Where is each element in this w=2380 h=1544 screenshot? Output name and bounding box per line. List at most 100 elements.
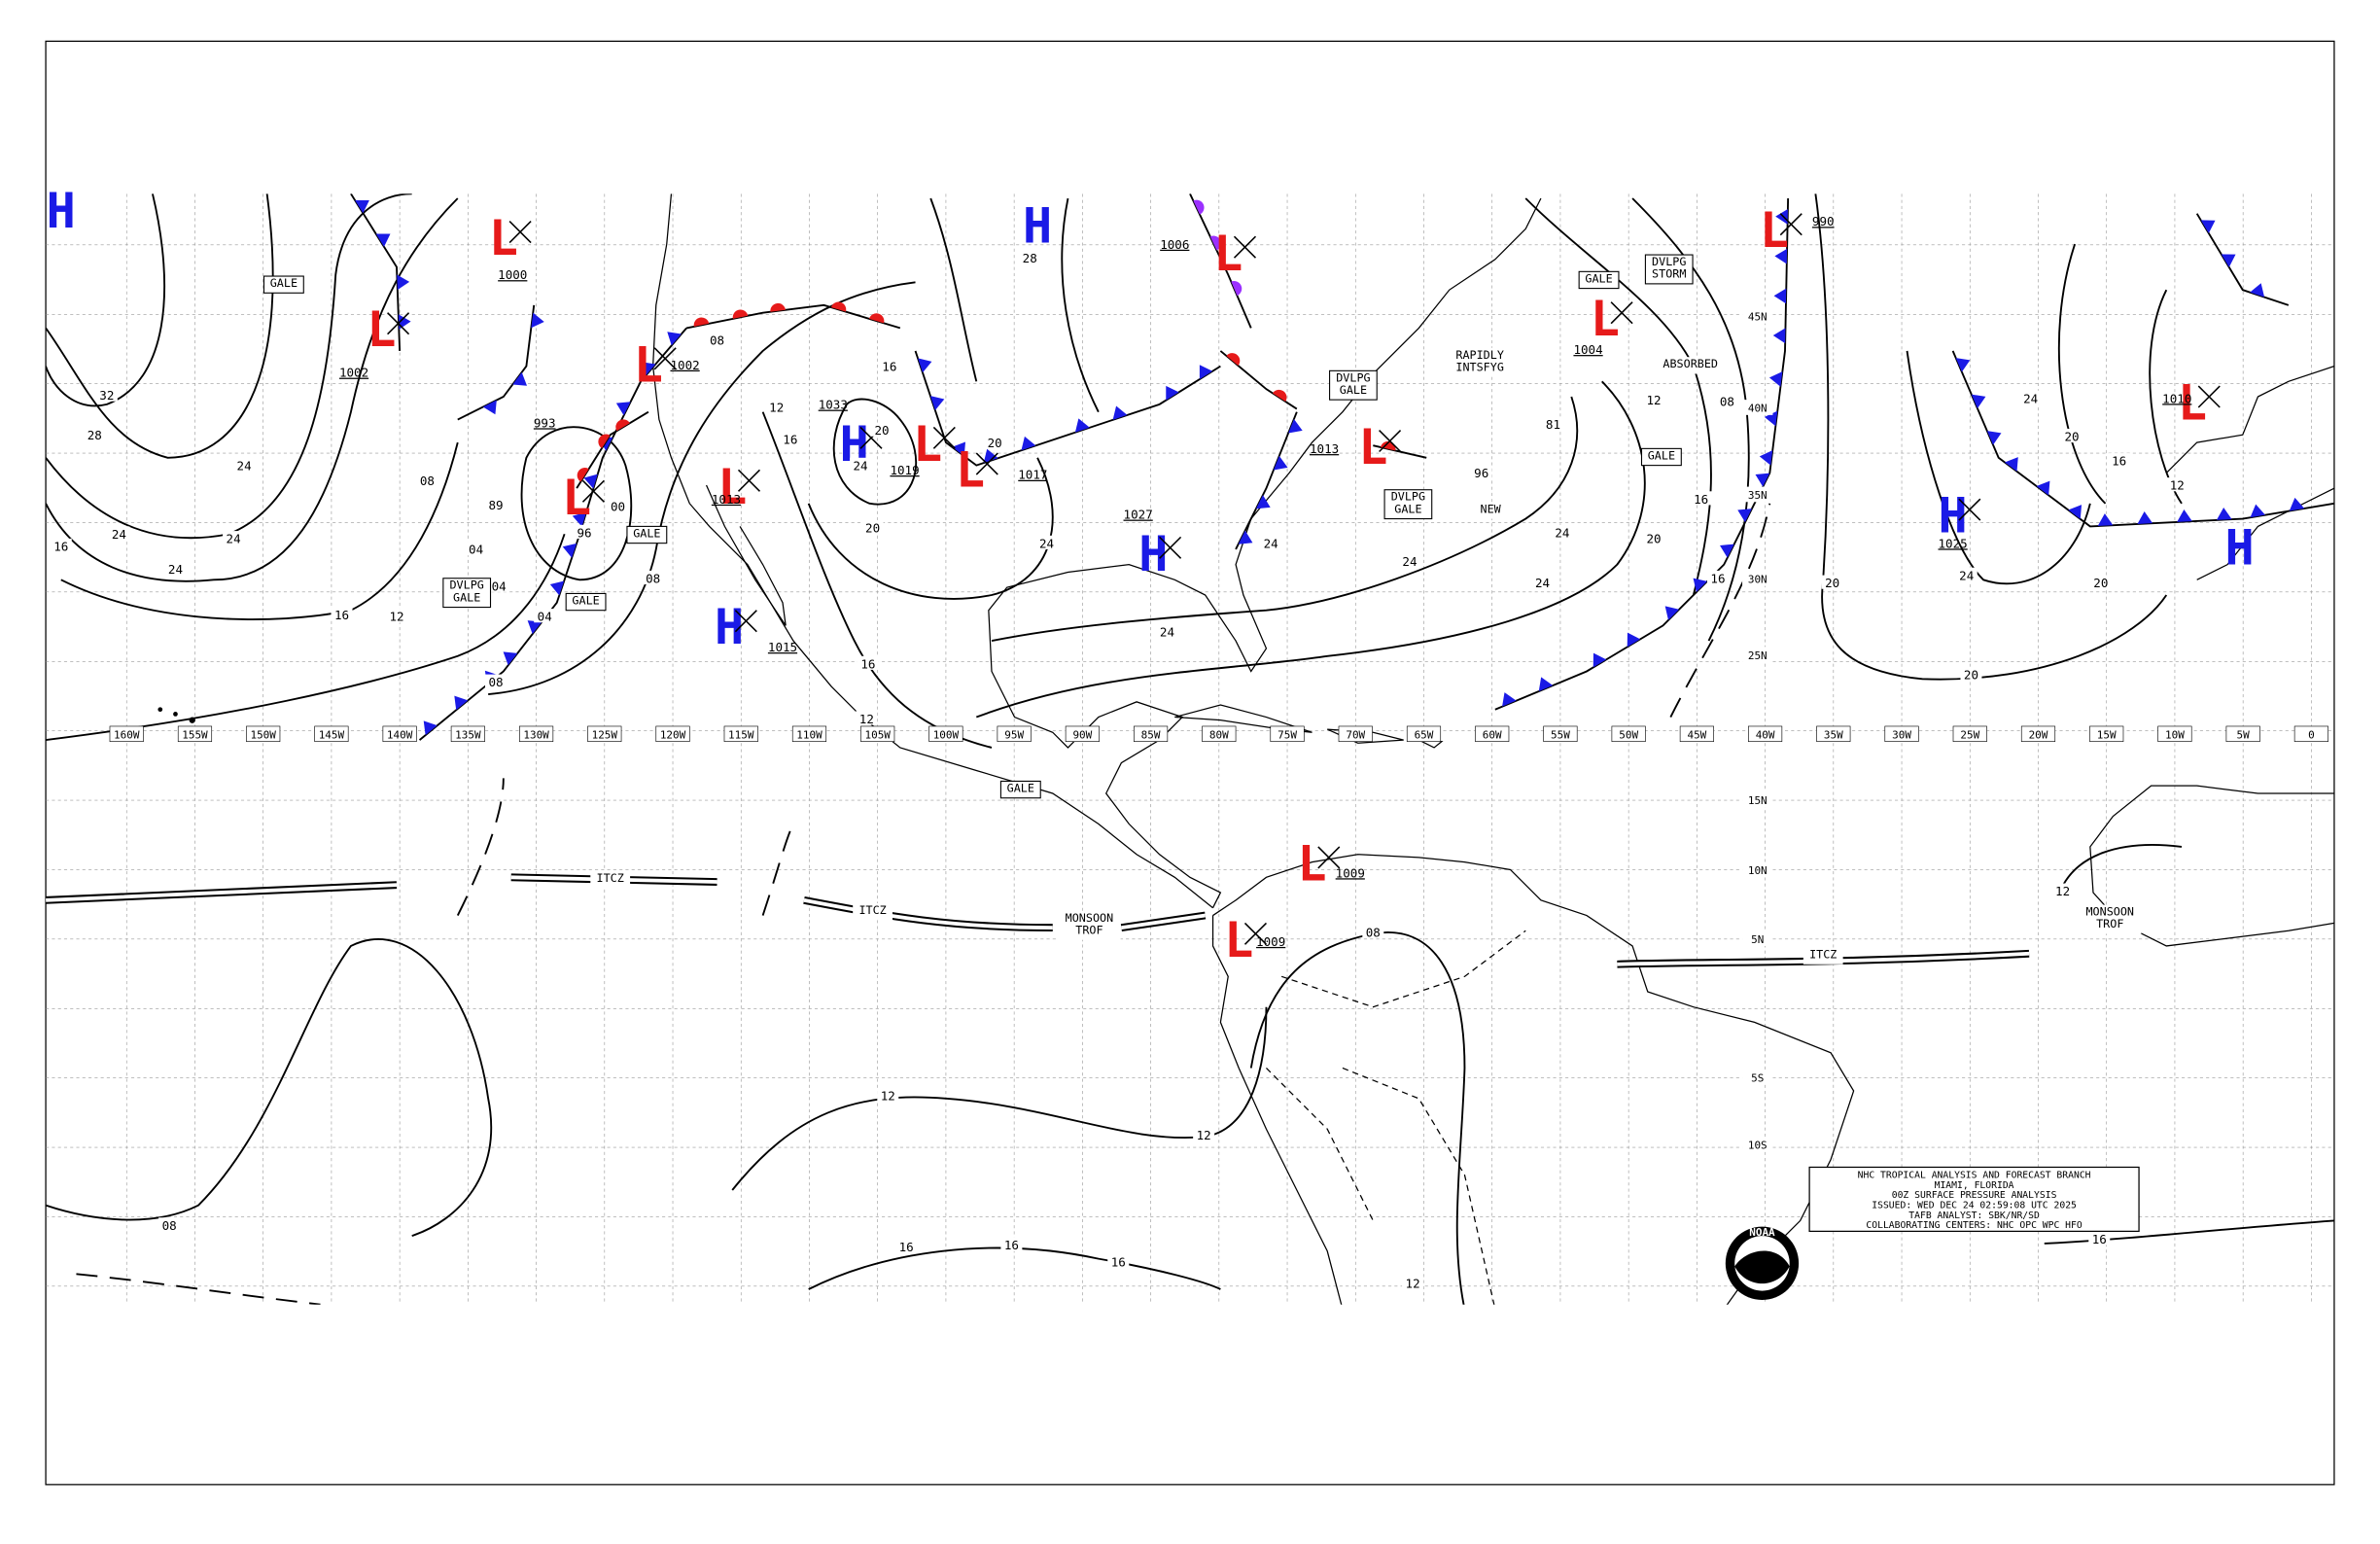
isobar-label: 12 — [2170, 478, 2185, 493]
latitude-label-box — [1742, 1070, 1773, 1085]
isobar-label-bg — [1260, 535, 1282, 549]
isobar-label: 24 — [168, 562, 183, 577]
annotation: GALE — [1648, 448, 1675, 462]
annotation-bg — [1448, 347, 1512, 377]
cold-front — [914, 350, 1221, 467]
annotation-box — [1329, 369, 1378, 401]
isobar-label: 16 — [2092, 1232, 2107, 1246]
isobar-label-bg — [1193, 1127, 1215, 1141]
annotation: TROF — [1075, 923, 1102, 936]
isobar-label: 16 — [882, 359, 896, 373]
isobar-label-bg — [84, 427, 106, 441]
annotation: GALE — [270, 276, 298, 290]
latitude-label-box — [1742, 930, 1773, 946]
page-frame — [45, 40, 2335, 1486]
longitude-label-box — [1884, 725, 1919, 742]
coastline — [652, 193, 1213, 909]
coastlines — [158, 193, 2334, 1305]
latitude-label-box — [1742, 486, 1773, 503]
cold-front-barb — [2250, 504, 2265, 518]
cold-front-barb — [2177, 509, 2192, 522]
info-line: COLLABORATING CENTERS: NHC OPC WPC HFO — [1866, 1220, 2082, 1231]
longitude-label: 80W — [1209, 729, 1229, 742]
longitude-label-box — [2225, 725, 2260, 742]
isobar-label-bg — [158, 1217, 181, 1232]
pressure-center-value: 1002 — [670, 358, 699, 372]
center-x-mark — [581, 479, 605, 503]
isobar-label-bg — [1643, 392, 1665, 406]
center-x-mark — [975, 452, 998, 475]
annotation: DVLPG — [1336, 370, 1370, 384]
isobar-label: 16 — [1694, 492, 1708, 507]
coastline — [2089, 785, 2334, 947]
isobar-label: 12 — [389, 610, 403, 624]
pressure-center-symbol: L — [1760, 201, 1789, 259]
isobar-label-bg — [607, 499, 629, 513]
cold-front-barb — [1664, 606, 1680, 620]
longitude-label-box — [791, 725, 827, 742]
isobar-label: 28 — [88, 428, 102, 442]
isobar — [807, 457, 1054, 600]
isobar — [975, 380, 1646, 719]
pressure-center-value: 1013 — [712, 492, 741, 507]
longitude-label: 160W — [114, 729, 140, 742]
latitude-label-box — [1742, 791, 1773, 808]
pressure-center-value: 1019 — [890, 463, 919, 477]
pressure-center-value: 1015 — [768, 640, 797, 654]
cold-front-barb — [527, 620, 542, 635]
latitude-label-box — [1742, 307, 1773, 324]
warm-front-barb — [1231, 281, 1242, 297]
latitude-label: 30N — [1748, 573, 1768, 585]
cold-front-barb — [1774, 248, 1788, 264]
isobar-label: 20 — [1964, 667, 1978, 682]
annotation: ABSORBED — [1662, 357, 1718, 370]
isobar-label-bg — [878, 358, 900, 372]
cold-front-barb — [454, 695, 469, 711]
coastline — [705, 484, 787, 626]
isobar-label-bg — [485, 674, 507, 688]
isobar-label-bg — [895, 1239, 918, 1253]
annotation-bg — [1474, 502, 1507, 519]
isobar-label-bg — [1960, 666, 1982, 681]
longitude-label-box — [450, 725, 485, 742]
cold-front-barb — [918, 358, 932, 373]
pressure-center-value: 993 — [534, 415, 556, 430]
isobar-label: 24 — [237, 458, 252, 473]
longitude-label: 95W — [1004, 729, 1024, 742]
warm-front-barb — [1226, 353, 1241, 367]
center-x-mark — [1159, 536, 1182, 559]
cold-front-barb — [1955, 358, 1971, 372]
isobar-label: 20 — [1825, 576, 1839, 590]
isobar-label: 16 — [1004, 1238, 1019, 1252]
pressure-center-value: 1033 — [819, 398, 848, 412]
info-box-frame — [1808, 1166, 2140, 1233]
isobar-label: 24 — [1039, 536, 1054, 550]
isobar-label: 16 — [334, 608, 349, 622]
pressure-center-value: 1027 — [1124, 508, 1153, 522]
isobar — [46, 193, 412, 540]
isobar-label-bg — [1035, 535, 1058, 549]
isobar-label: 24 — [112, 527, 126, 542]
isobar-label-bg — [164, 561, 187, 576]
longitude-label: 15W — [2097, 729, 2117, 742]
isobar-label: 24 — [1402, 554, 1417, 569]
annotation: NEW — [1481, 502, 1502, 515]
isobar — [1249, 931, 1466, 1305]
cold-front-barb — [929, 396, 945, 410]
annotation: MONSOON — [2085, 905, 2134, 919]
isobar-label: 20 — [874, 423, 889, 438]
cold-front-barb — [983, 448, 998, 464]
pressure-center-symbol: H — [715, 598, 744, 655]
isobar-label-bg — [465, 542, 487, 556]
pressure-center-symbol: L — [2178, 374, 2207, 432]
latitude-label: 25N — [1748, 649, 1768, 662]
labels: 160W 155W 150W 145W 140W 135W 130W 125W 120W 115W… — [47, 182, 2328, 1290]
pressure-center-symbol: L — [634, 335, 663, 393]
isobar-label: 20 — [988, 436, 1002, 450]
warm-front-barb — [1273, 389, 1287, 402]
longitude-label: 5W — [2237, 729, 2251, 742]
isobar-label: 12 — [859, 712, 874, 726]
pressure-center-symbol: L — [489, 209, 518, 266]
latitude-label-box — [1742, 400, 1773, 415]
isobar-label-bg — [1690, 491, 1712, 506]
